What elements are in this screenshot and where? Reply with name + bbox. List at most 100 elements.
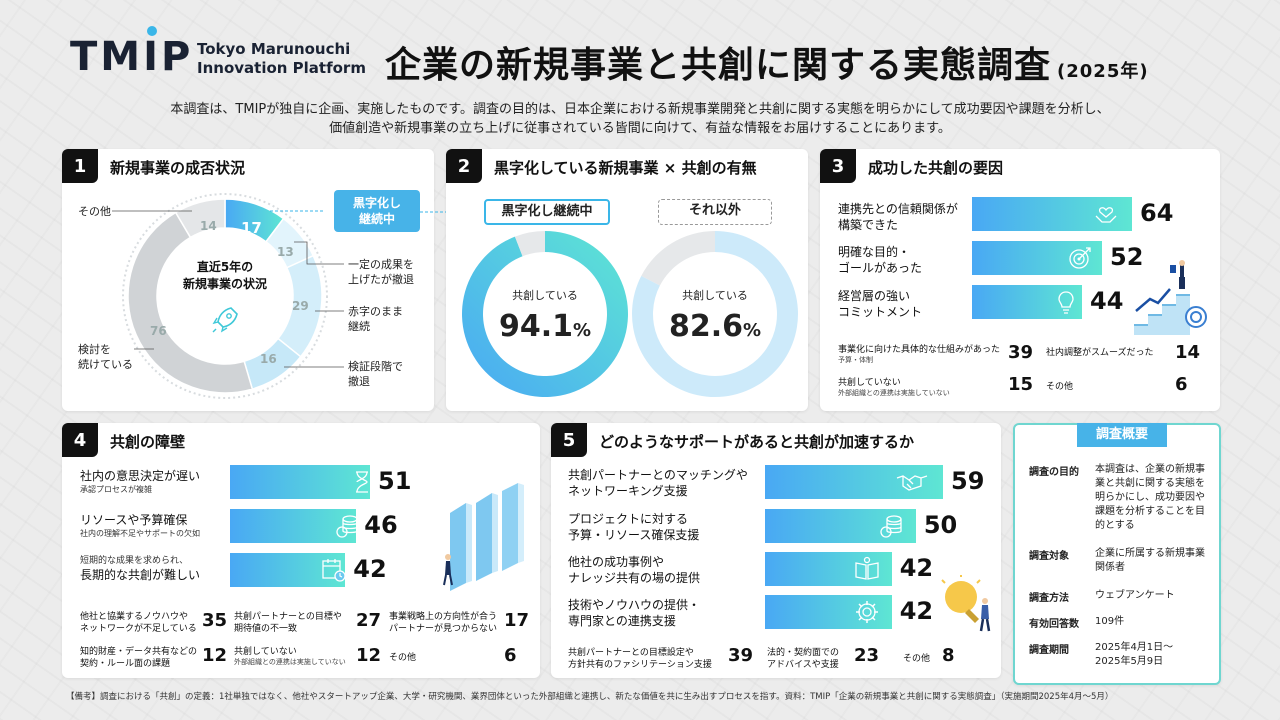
section1-card: 1 新規事業の成否状況 直近5年の 新規事業の状況 17 13 29 16 76… <box>62 149 434 411</box>
label-verify-2: 撤退 <box>348 375 370 388</box>
section-number: 2 <box>446 149 482 183</box>
left-head: 黒字化し継続中 <box>484 199 610 225</box>
donut-segment-rest <box>641 231 715 286</box>
s4-small-1: 他社と協業するノウハウや ネットワークが不足している <box>80 611 197 635</box>
seg-value-considering: 76 <box>150 324 167 338</box>
s3-bar-label-1: 連携先との信頼関係が 構築できた <box>838 201 958 233</box>
s4-bar3-l1: 長期的な共創が難しい <box>80 568 201 582</box>
section-number: 1 <box>62 149 98 183</box>
s3-bar3-l1: 経営層の強い <box>838 289 911 303</box>
s5-bar-value-1: 59 <box>951 467 985 495</box>
label-deficit-1: 赤字のまま <box>348 305 403 318</box>
s5-small-value-3: 8 <box>942 645 955 666</box>
s3-bar-value-3: 44 <box>1090 287 1124 315</box>
right-head: それ以外 <box>658 199 772 225</box>
s3-small3-label: 共創していない <box>838 378 901 388</box>
left-value: 94.1 <box>498 309 573 344</box>
s5-bar3-l2: ナレッジ共有の場の提供 <box>568 571 701 585</box>
s4-bar-value-1: 51 <box>378 467 412 495</box>
s4-bar2-sub: 社内の理解不足やサポートの欠如 <box>80 529 200 538</box>
label-results: 一定の成果を 上げたが撤退 <box>348 257 414 287</box>
donut-chart-status <box>122 193 328 399</box>
header: TMIP Tokyo Marunouchi Innovation Platfor… <box>0 0 1280 100</box>
s5-bar-3 <box>765 552 892 586</box>
seg-value-deficit: 29 <box>292 299 309 313</box>
s4-bar-label-1: 社内の意思決定が遅い 承認プロセスが複雑 <box>80 468 200 495</box>
s3-bar2-l2: ゴールがあった <box>838 261 923 275</box>
s5-bar-2 <box>765 509 916 543</box>
donut-cocreation-black <box>462 231 628 397</box>
s4-small-value-4: 12 <box>202 645 228 666</box>
s3-small-4: その他 <box>1046 382 1074 392</box>
s3-bar-label-2: 明確な目的・ ゴールがあった <box>838 244 922 276</box>
callout-black: 黒字化し 継続中 <box>334 190 420 232</box>
summary-key-method: 調査方法 <box>1029 593 1069 604</box>
label-results-2: 上げたが撤退 <box>348 273 414 286</box>
s4-bar-3 <box>230 553 346 587</box>
s4-bar-value-3: 42 <box>353 555 387 583</box>
s3-bar-value-2: 52 <box>1110 243 1144 271</box>
section3-card: 3 成功した共創の要因 連携先との信頼関係が 構築できた 64 明確な目的・ ゴール… <box>820 149 1220 411</box>
s5-bar-value-2: 50 <box>923 511 958 539</box>
s5-small1-l2: 方針共有のファシリテーション支援 <box>568 660 712 670</box>
s5-bar4-l2: 専門家との連携支援 <box>568 614 676 628</box>
s4-small-value-6: 6 <box>504 645 517 666</box>
target-icon <box>1069 247 1091 269</box>
s3-small1-label: 事業化に向けた具体的な仕組みがあった <box>838 345 1001 355</box>
s5-small-value-2: 23 <box>854 645 880 666</box>
summary-value-responses: 109件 <box>1095 616 1125 627</box>
seg-value-results: 13 <box>277 245 294 259</box>
section-title: 共創の障壁 <box>110 433 186 451</box>
s5-bar-label-4: 技術やノウハウの提供・ 専門家との連携支援 <box>568 597 700 629</box>
center-line2: 新規事業の状況 <box>182 277 267 291</box>
label-deficit: 赤字のまま 継続 <box>348 304 403 334</box>
s4-small-6: その他 <box>389 653 417 663</box>
s3-bar1-l2: 構築できた <box>838 218 899 232</box>
s5-bar3-l1: 他社の成功事例や <box>568 555 665 569</box>
section-number: 5 <box>551 423 587 457</box>
hourglass-icon <box>356 471 368 493</box>
s4-bar-label-3: 短期的な成果を求められ、 長期的な共創が難しい <box>80 556 200 583</box>
left-unit: % <box>572 320 592 341</box>
right-donut-value: 82.6% <box>630 309 800 344</box>
logo-text: Tokyo Marunouchi Innovation Platform <box>197 40 366 78</box>
section-number: 4 <box>62 423 98 457</box>
s5-small-value-1: 39 <box>728 645 754 666</box>
s5-bar-label-2: プロジェクトに対する 予算・リソース確保支援 <box>568 511 699 543</box>
s3-small-value-4: 6 <box>1175 374 1188 395</box>
left-donut-value: 94.1% <box>460 309 630 344</box>
s4-bar-value-2: 46 <box>364 511 398 539</box>
s5-bar-value-3: 42 <box>899 554 934 582</box>
seg-value-black: 17 <box>241 219 262 237</box>
s3-bar-value-1: 64 <box>1140 199 1174 227</box>
s4-bar-1 <box>230 465 370 499</box>
coins-icon <box>336 515 358 538</box>
callout-line2: 継続中 <box>358 212 395 226</box>
summary-key-purpose: 調査の目的 <box>1029 467 1079 478</box>
heart-hands-icon <box>1095 207 1117 223</box>
s3-bar-3 <box>972 285 1082 319</box>
s4-bar-label-2: リソースや予算確保 社内の理解不足やサポートの欠如 <box>80 512 200 539</box>
lightbulb-icon <box>1058 291 1074 314</box>
s4-bar-2 <box>230 509 357 543</box>
s3-bar-label-3: 経営層の強い コミットメント <box>838 288 922 320</box>
label-results-1: 一定の成果を <box>348 258 414 271</box>
s3-small-3: 共創していない 外部組織との連携は実施していない <box>838 377 950 398</box>
s5-bar1-l2: ネットワーキング支援 <box>568 484 688 498</box>
summary-key-target: 調査対象 <box>1029 551 1069 562</box>
s4-small2-l2: 期待値の不一致 <box>234 624 298 634</box>
s4-small4-l2: 契約・ルール面の課題 <box>80 659 171 669</box>
s3-bar1-l1: 連携先との信頼関係が <box>838 202 958 216</box>
summary-value-method: ウェブアンケート <box>1095 590 1175 601</box>
s5-small-2: 法的・契約面での アドバイスや支援 <box>767 647 839 671</box>
summary-key-period: 調査期間 <box>1029 645 1069 656</box>
summary-value-purpose: 本調査は、企業の新規事業と共創に関する実態を明らかにし、成功要因や課題を分析する… <box>1095 464 1205 531</box>
s5-small1-l1: 共創パートナーとの目標設定や <box>568 648 694 658</box>
s4-small1-l2: ネットワークが不足している <box>80 624 197 634</box>
s4-small-value-3: 17 <box>504 610 530 631</box>
handshake-icon <box>896 475 928 491</box>
left-donut-label: 共創している <box>512 289 578 302</box>
s5-small-1: 共創パートナーとの目標設定や方針共有のファシリテーション支援 <box>568 647 712 671</box>
s5-bar-label-3: 他社の成功事例やナレッジ共有の場の提供 <box>568 554 700 586</box>
s4-small3-l2: パートナーが見つからない <box>389 624 498 634</box>
